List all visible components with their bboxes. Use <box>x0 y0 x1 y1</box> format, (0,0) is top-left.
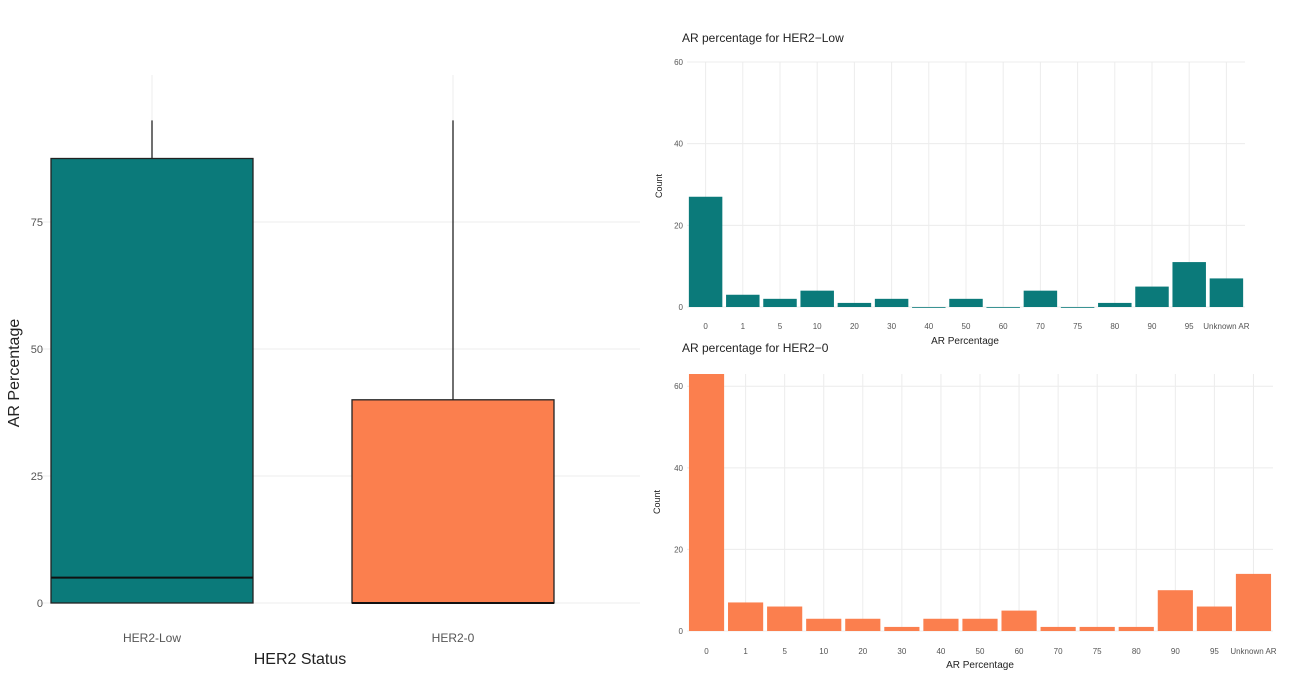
bar-60 <box>1001 610 1037 631</box>
boxplot-y-tick-label: 75 <box>31 217 43 229</box>
x-tick-label: 60 <box>1015 647 1024 656</box>
x-tick-label: 1 <box>741 322 746 331</box>
x-tick-label: 40 <box>936 647 945 656</box>
x-tick-label: 5 <box>782 647 787 656</box>
x-tick-label: 30 <box>897 647 906 656</box>
x-tick-label: 95 <box>1210 647 1219 656</box>
bar-20 <box>837 302 872 307</box>
boxplot-y-tick-label: 50 <box>31 344 43 356</box>
boxplot-box <box>351 399 555 604</box>
x-tick-label: 50 <box>976 647 985 656</box>
boxplot-x-tick-label: HER2-0 <box>432 631 475 645</box>
boxplot-box <box>50 157 254 604</box>
x-tick-label: 5 <box>778 322 783 331</box>
her2-0-x-axis-label: AR Percentage <box>946 660 1014 671</box>
bar-5 <box>763 298 797 307</box>
bar-95 <box>1196 606 1232 631</box>
x-tick-label: 0 <box>703 322 708 331</box>
x-tick-label: 10 <box>813 322 822 331</box>
her2-low-x-ticks: 0 1 5 10 20 30 40 50 60 70 75 80 90 95 Unknown AR <box>703 322 1249 331</box>
x-tick-label: 75 <box>1093 647 1102 656</box>
bar-unknown-ar <box>1209 278 1244 307</box>
bar-10 <box>806 618 842 631</box>
y-tick-label: 40 <box>674 140 683 149</box>
boxplot-chart: 0 25 50 75 HER2-Low HER2-0 HER2 Status AR Pe… <box>6 75 640 668</box>
y-tick-label: 20 <box>674 545 683 554</box>
bar-90 <box>1135 286 1169 307</box>
y-tick-label: 60 <box>674 382 683 391</box>
bar-0 <box>688 374 725 631</box>
x-tick-label: 90 <box>1148 322 1157 331</box>
bar-10 <box>800 290 834 307</box>
boxplot-x-axis-label: HER2 Status <box>254 651 346 668</box>
boxplot-boxes <box>50 120 555 604</box>
x-tick-label: 1 <box>743 647 748 656</box>
bar-50 <box>962 618 998 631</box>
bar-80 <box>1118 626 1154 631</box>
bar-50 <box>949 298 983 307</box>
bar-0 <box>688 196 723 307</box>
x-tick-label: 30 <box>887 322 896 331</box>
her2-low-x-axis-label: AR Percentage <box>931 336 999 347</box>
bar-60 <box>986 307 1020 308</box>
boxplot-y-tick-label: 0 <box>37 598 43 610</box>
bar-40 <box>923 618 959 631</box>
boxplot-y-ticks: 0 25 50 75 <box>31 217 43 610</box>
her2-low-bars <box>688 196 1244 308</box>
boxplot-x-tick-label: HER2-Low <box>123 631 181 645</box>
x-tick-label: Unknown AR <box>1203 322 1249 331</box>
x-tick-label: 75 <box>1073 322 1082 331</box>
x-tick-label: 50 <box>962 322 971 331</box>
x-tick-label: 70 <box>1054 647 1063 656</box>
bar-unknown-ar <box>1235 573 1272 631</box>
her2-low-bar-chart: AR percentage for HER2−Low 0 20 40 60 0 1 5 10… <box>654 31 1250 347</box>
her2-0-bar-chart: AR percentage for HER2−0 0 20 40 60 0 1 5 10 20… <box>652 341 1277 671</box>
bar-40 <box>912 307 946 308</box>
bar-5 <box>767 606 803 631</box>
bar-80 <box>1098 302 1132 307</box>
bar-20 <box>845 618 881 631</box>
bar-70 <box>1023 290 1058 307</box>
x-tick-label: 40 <box>924 322 933 331</box>
y-tick-label: 60 <box>674 58 683 67</box>
her2-0-x-ticks: 0 1 5 10 20 30 40 50 60 70 75 80 90 95 Unknown AR <box>704 647 1277 656</box>
her2-0-y-axis-label: Count <box>652 490 662 515</box>
her2-0-chart-title: AR percentage for HER2−0 <box>682 341 829 355</box>
bar-1 <box>726 294 760 307</box>
x-tick-label: 10 <box>819 647 828 656</box>
bar-75 <box>1079 626 1115 631</box>
y-tick-label: 20 <box>674 221 683 230</box>
x-tick-label: 20 <box>858 647 867 656</box>
bar-30 <box>884 626 920 631</box>
x-tick-label: 80 <box>1110 322 1119 331</box>
y-tick-label: 40 <box>674 464 683 473</box>
x-tick-label: 95 <box>1185 322 1194 331</box>
boxplot-y-axis-label: AR Percentage <box>6 319 23 428</box>
boxplot-y-tick-label: 25 <box>31 471 43 483</box>
bar-1 <box>728 602 764 631</box>
her2-0-y-ticks: 0 20 40 60 <box>674 382 683 636</box>
x-tick-label: 80 <box>1132 647 1141 656</box>
x-tick-label: Unknown AR <box>1230 647 1276 656</box>
her2-0-bars <box>688 374 1272 631</box>
x-tick-label: 90 <box>1171 647 1180 656</box>
bar-70 <box>1040 626 1076 631</box>
x-tick-label: 0 <box>704 647 709 656</box>
boxplot-x-ticks: HER2-Low HER2-0 <box>123 631 475 645</box>
y-tick-label: 0 <box>679 627 684 636</box>
y-tick-label: 0 <box>679 303 684 312</box>
bar-75 <box>1060 307 1095 308</box>
bar-30 <box>874 298 909 307</box>
x-tick-label: 60 <box>999 322 1008 331</box>
bar-95 <box>1172 262 1206 307</box>
her2-low-gridlines <box>687 61 1245 308</box>
her2-low-chart-title: AR percentage for HER2−Low <box>682 31 844 45</box>
her2-low-y-ticks: 0 20 40 60 <box>674 58 683 312</box>
x-tick-label: 20 <box>850 322 859 331</box>
x-tick-label: 70 <box>1036 322 1045 331</box>
bar-90 <box>1157 590 1193 631</box>
her2-low-y-axis-label: Count <box>654 174 664 199</box>
